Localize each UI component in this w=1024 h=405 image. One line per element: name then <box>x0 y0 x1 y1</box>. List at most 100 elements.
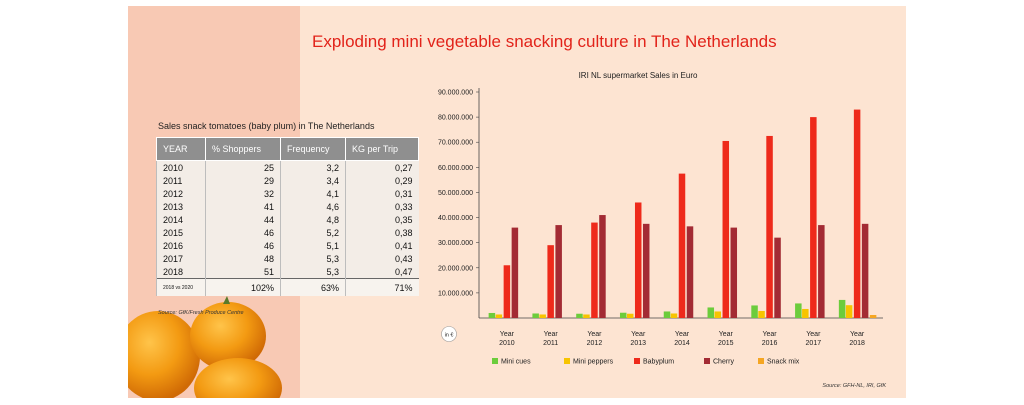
x-tick-label: 2012 <box>587 340 603 347</box>
unit-label: in € <box>445 333 454 339</box>
col-header-year: YEAR <box>156 137 206 161</box>
legend-label: Snack mix <box>767 359 800 366</box>
table-title: Sales snack tomatoes (baby plum) in The … <box>158 121 375 131</box>
table-cell: 2011 <box>156 174 206 187</box>
table-cell: 3,4 <box>280 174 346 187</box>
legend-swatch <box>704 358 710 364</box>
x-tick-label: 2017 <box>806 340 822 347</box>
y-tick-label: 70.000.000 <box>438 140 473 147</box>
x-tick-label: Year <box>587 331 602 338</box>
y-tick-label: 10.000.000 <box>438 290 473 297</box>
bar-mini-cues <box>619 312 627 318</box>
bar-mini-peppers <box>626 313 634 318</box>
y-tick-label: 20.000.000 <box>438 265 473 272</box>
x-tick-label: Year <box>806 331 821 338</box>
bar-cherry <box>730 227 738 318</box>
table-cell: 2013 <box>156 200 206 213</box>
x-tick-label: 2010 <box>499 340 515 347</box>
table-cell: 2010 <box>156 160 206 174</box>
bar-mini-peppers <box>495 314 503 318</box>
table-row: 2017 48 5,3 0,43 <box>156 252 419 265</box>
bar-babyplum <box>634 202 642 318</box>
table-row: 2016 46 5,1 0,41 <box>156 239 419 252</box>
table-cell: 5,3 <box>280 265 346 279</box>
y-tick-label: 30.000.000 <box>438 240 473 247</box>
table-cell: 46 <box>205 226 281 239</box>
x-tick-label: 2015 <box>718 340 734 347</box>
bar-cherry <box>511 227 519 318</box>
table-header-row: YEAR % Shoppers Frequency KG per Trip <box>156 137 419 161</box>
col-header-shoppers: % Shoppers <box>205 137 281 161</box>
table-cell: 5,3 <box>280 252 346 265</box>
legend-label: Cherry <box>713 359 735 366</box>
x-tick-label: 2011 <box>543 340 558 347</box>
y-tick-label: 60.000.000 <box>438 165 473 172</box>
bar-mini-cues <box>838 299 846 318</box>
table-cell: 0,47 <box>345 265 419 279</box>
bar-mini-cues <box>663 311 671 318</box>
x-tick-label: 2014 <box>674 340 690 347</box>
bar-mini-peppers <box>583 314 590 318</box>
sales-chart: IRI NL supermarket Sales in Euro 10.000.0… <box>438 71 883 366</box>
x-tick-label: Year <box>631 331 646 338</box>
legend-label: Mini peppers <box>573 359 614 366</box>
table-row: 2018 51 5,3 0,47 <box>156 265 419 279</box>
x-tick-label: Year <box>762 331 777 338</box>
bar-babyplum <box>853 109 861 318</box>
bar-babyplum <box>547 245 554 318</box>
legend-swatch <box>634 358 640 364</box>
x-tick-label: Year <box>675 331 690 338</box>
y-tick-label: 50.000.000 <box>438 190 473 197</box>
bar-babyplum <box>722 140 730 318</box>
table-total-cell: 102% <box>205 278 281 296</box>
x-tick-label: 2013 <box>630 340 646 347</box>
bar-mini-peppers <box>845 305 853 318</box>
table-cell: 41 <box>205 200 281 213</box>
bar-mini-peppers <box>758 310 765 318</box>
table-row: 2015 46 5,2 0,38 <box>156 226 419 239</box>
x-tick-label: 2016 <box>762 340 778 347</box>
y-tick-label: 40.000.000 <box>438 215 473 222</box>
table-cell: 0,43 <box>345 252 419 265</box>
table-cell: 29 <box>205 174 281 187</box>
legend-label: Mini cues <box>501 359 531 366</box>
bar-cherry <box>861 223 869 318</box>
bar-cherry <box>774 237 781 318</box>
chart-title: IRI NL supermarket Sales in Euro <box>579 71 698 80</box>
table-cell: 0,27 <box>345 160 419 174</box>
bar-babyplum <box>503 265 511 318</box>
legend-label: Babyplum <box>643 359 674 366</box>
legend-swatch <box>758 358 764 364</box>
bar-babyplum <box>810 117 817 318</box>
table-cell: 2016 <box>156 239 206 252</box>
bar-babyplum <box>678 173 686 318</box>
bar-babyplum <box>591 222 598 318</box>
table-cell: 0,33 <box>345 200 419 213</box>
tomato-image <box>128 296 282 398</box>
table-row: 2013 41 4,6 0,33 <box>156 200 419 213</box>
bar-cherry <box>555 225 562 318</box>
table-cell: 0,31 <box>345 187 419 200</box>
table-cell: 4,1 <box>280 187 346 200</box>
table-row: 2012 32 4,1 0,31 <box>156 187 419 200</box>
y-tick-label: 90.000.000 <box>438 90 473 97</box>
bar-cherry <box>642 223 650 318</box>
bar-mini-cues <box>795 303 802 318</box>
table-cell: 0,29 <box>345 174 419 187</box>
table-cell: 2017 <box>156 252 206 265</box>
table-cell: 44 <box>205 213 281 226</box>
chart-source: Source: GFH-NL, IRI, GfK <box>822 383 886 389</box>
table-cell: 2015 <box>156 226 206 239</box>
table-cell: 46 <box>205 239 281 252</box>
bar-mini-peppers <box>802 308 809 318</box>
table-cell: 0,38 <box>345 226 419 239</box>
table-cell: 5,1 <box>280 239 346 252</box>
bar-mini-peppers <box>714 311 722 318</box>
bar-mini-cues <box>532 313 539 318</box>
bar-mini-peppers <box>539 314 546 318</box>
legend-swatch <box>564 358 570 364</box>
main-title: Exploding mini vegetable snacking cultur… <box>312 32 777 51</box>
table-row: 2011 29 3,4 0,29 <box>156 174 419 187</box>
bar-mini-peppers <box>670 313 678 318</box>
col-header-kg-per-trip: KG per Trip <box>345 137 419 161</box>
